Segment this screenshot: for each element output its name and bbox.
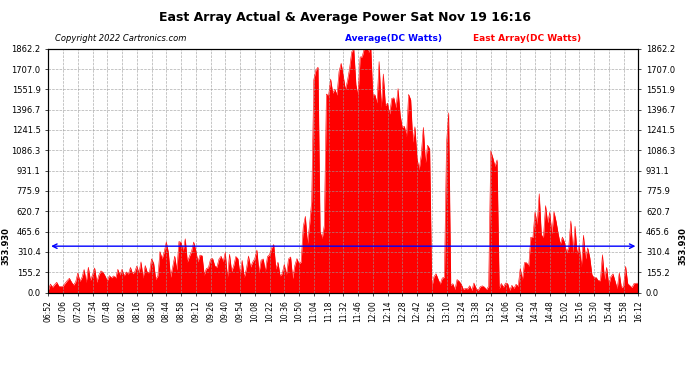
Text: 353.930: 353.930	[678, 227, 687, 265]
Text: 353.930: 353.930	[1, 227, 10, 265]
Text: Copyright 2022 Cartronics.com: Copyright 2022 Cartronics.com	[55, 34, 186, 43]
Text: Average(DC Watts): Average(DC Watts)	[345, 34, 442, 43]
Text: East Array(DC Watts): East Array(DC Watts)	[473, 34, 581, 43]
Text: East Array Actual & Average Power Sat Nov 19 16:16: East Array Actual & Average Power Sat No…	[159, 11, 531, 24]
